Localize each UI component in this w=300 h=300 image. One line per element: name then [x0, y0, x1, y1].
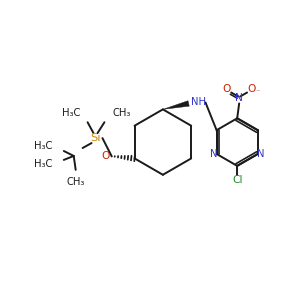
Text: H₃C: H₃C	[34, 141, 52, 151]
Text: O: O	[222, 84, 230, 94]
Text: Si: Si	[90, 133, 101, 143]
Text: ⁻: ⁻	[256, 87, 260, 96]
Polygon shape	[163, 101, 189, 110]
Text: Cl: Cl	[232, 175, 242, 185]
Text: H₃C: H₃C	[34, 159, 52, 169]
Text: H₃C: H₃C	[62, 108, 81, 118]
Text: CH₃: CH₃	[112, 108, 131, 118]
Text: O: O	[101, 152, 110, 161]
Text: O: O	[248, 84, 256, 94]
Text: N: N	[210, 149, 218, 159]
Text: CH₃: CH₃	[67, 177, 85, 187]
Text: NH: NH	[191, 98, 206, 107]
Text: N: N	[257, 149, 265, 159]
Text: N: N	[235, 94, 243, 103]
